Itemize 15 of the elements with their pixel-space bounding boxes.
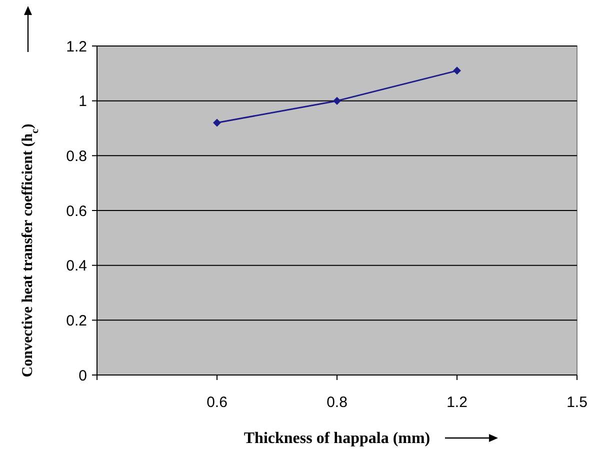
y-tick-label: 0.6 [66,202,87,220]
point [213,118,221,127]
y-tick-label: 0.8 [66,148,87,165]
x-axis-title: Thickness of happala (mm) [244,430,430,447]
point [453,66,461,75]
x-tick-label: 1.2 [446,394,468,411]
y-tick-label: 0.2 [66,312,87,330]
y-tick-label: 1 [78,93,87,110]
x-tick-label: 0.6 [206,394,228,411]
x-tick-label: 0.8 [326,394,348,411]
point [333,96,341,105]
x-tick-label: 1.5 [566,394,588,411]
y-tick-label: 0 [78,367,87,384]
y-tick-label: 1.2 [66,38,87,56]
y-tick-label: 0.4 [66,258,87,275]
